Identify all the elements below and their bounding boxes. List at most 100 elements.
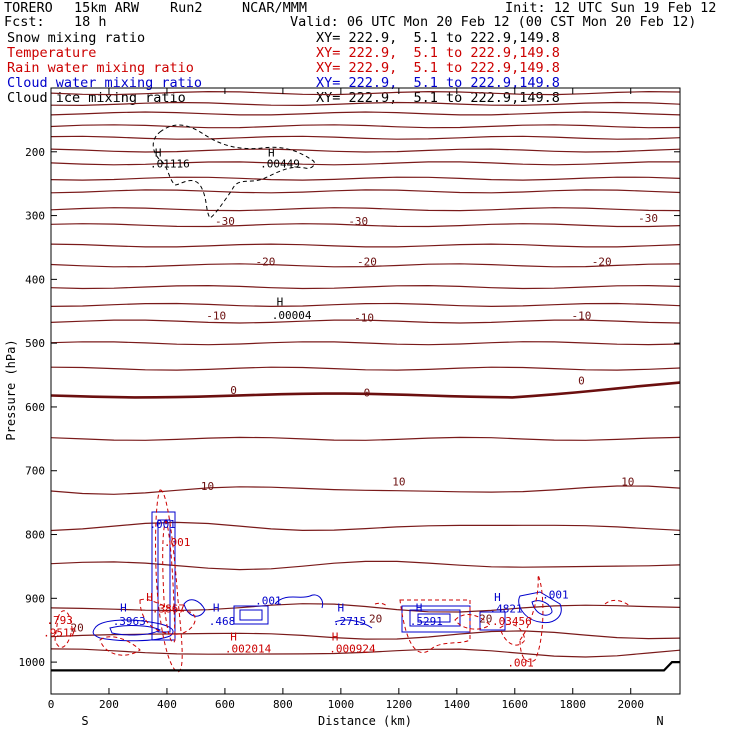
x-tick-label: 2000 — [617, 698, 644, 711]
maxima-labels: H HHHHHHHHHH.01116.00449.00004.001.001.00… — [43, 146, 568, 669]
x-axis: 0 200 400 600 800 1000 1200 1400 1600 1800 2000 — [48, 88, 644, 711]
north-label: N — [656, 714, 663, 728]
cloud-ice-contour — [152, 124, 315, 219]
legend-xy-rain: XY= 222.9, 5.1 to 222.9,149.8 — [316, 60, 560, 76]
rain-contour — [139, 598, 196, 635]
isotherm-label: -10 — [572, 310, 592, 323]
y-tick-label: 400 — [25, 273, 45, 286]
cloud-water-contour — [417, 613, 451, 623]
legend-name-rain: Rain water mixing ratio — [7, 60, 194, 76]
temperature-labels: -30 -30 -30 -20 -20 -20 -10 -10 -10 0 0 0 10 10 10 20 20… — [70, 212, 658, 635]
x-tick-label: 1800 — [560, 698, 587, 711]
isotherm-label: 0 — [364, 387, 371, 400]
cloud-water-contours — [92, 511, 562, 642]
maximum-value: .002014 — [225, 643, 272, 656]
cloud-ice-region — [152, 124, 315, 219]
isotherm-label: 20 — [479, 613, 492, 626]
x-axis-title: Distance (km) — [318, 714, 412, 728]
maximum-marker: H — [338, 602, 345, 615]
rain-contour — [155, 489, 183, 673]
rain-contour — [399, 599, 471, 653]
cloud-water-contour — [518, 591, 562, 624]
isotherm-label: 0 — [230, 384, 237, 397]
valid-time: Valid: 06 UTC Mon 20 Feb 12 (00 CST Mon … — [290, 14, 697, 30]
maximum-value: .000924 — [329, 643, 376, 656]
x-tick-label: 600 — [215, 698, 235, 711]
y-tick-label: 200 — [25, 146, 45, 159]
y-axis-title: Pressure (hPa) — [4, 339, 18, 440]
isotherm-line — [50, 223, 681, 228]
isotherm-line — [50, 521, 681, 532]
maximum-value: .2715 — [333, 615, 366, 628]
cloud-water-contour — [531, 600, 553, 616]
isotherm-line — [50, 111, 681, 116]
isotherm-line — [50, 302, 681, 308]
maximum-marker: H — [230, 630, 237, 643]
x-tick-label: 1400 — [444, 698, 471, 711]
maximum-value: .01116 — [150, 158, 190, 171]
init-time: Init: 12 UTC Sun 19 Feb 12 — [505, 0, 717, 16]
model-name: TORERO — [4, 0, 53, 16]
isotherm-label: 10 — [201, 480, 214, 493]
isotherm-line — [50, 319, 681, 324]
isotherm-line — [50, 630, 681, 640]
cloud-water-contour — [92, 619, 174, 642]
maximum-marker: H — [277, 296, 284, 309]
maximum-marker: H — [332, 630, 339, 643]
isotherm-line — [50, 207, 681, 212]
isotherm-label: 10 — [392, 475, 405, 488]
rain-contour — [454, 614, 491, 630]
cloud-water-contour — [239, 609, 263, 621]
rain-contour — [519, 574, 544, 663]
y-tick-label: 800 — [25, 529, 45, 542]
south-label: S — [81, 714, 88, 728]
rain-contour — [499, 623, 526, 646]
isotherm-label: 0 — [578, 375, 585, 388]
isotherm-line — [50, 341, 681, 346]
isotherm-line — [50, 243, 681, 248]
maximum-value: .4821 — [490, 602, 523, 615]
maximum-value: .468 — [209, 615, 236, 628]
maximum-marker: H — [213, 602, 220, 615]
cloud-water-contour — [479, 611, 506, 631]
legend-name-snow: Snow mixing ratio — [7, 30, 146, 46]
cloud-water-contour — [274, 594, 324, 609]
isotherm-label: -30 — [215, 215, 235, 228]
isotherm-label: 20 — [70, 621, 83, 634]
cloud-water-contour — [334, 619, 373, 629]
temperature-isotherms — [50, 90, 681, 658]
x-tick-label: 800 — [273, 698, 293, 711]
isotherm-line — [50, 603, 681, 613]
isotherm-line — [50, 90, 681, 96]
plot-border — [50, 87, 681, 695]
rain-contour — [604, 599, 631, 607]
maximum-marker: H — [268, 146, 275, 159]
forecast-label: Fcst: — [4, 14, 45, 30]
terrain-surface — [51, 661, 680, 672]
x-tick-label: 1600 — [502, 698, 529, 711]
isotherm-line — [50, 366, 681, 371]
cloud-water-contour — [109, 625, 162, 636]
isotherm-label: 20 — [369, 613, 382, 626]
run-name: Run2 — [170, 0, 203, 16]
maximum-marker: H — [416, 602, 423, 615]
isotherm-label: 10 — [621, 475, 634, 488]
isotherm-line — [50, 436, 681, 441]
maximum-value: .001 — [149, 518, 176, 531]
rain-water-contours — [54, 489, 631, 673]
maximum-value: .00449 — [260, 158, 300, 171]
isotherm-line — [50, 176, 681, 181]
y-tick-label: 900 — [25, 592, 45, 605]
freezing-level — [50, 381, 681, 399]
rain-contour — [54, 610, 73, 648]
isotherm-label: -20 — [256, 255, 276, 268]
model-resolution: 15km ARW — [74, 0, 140, 16]
maximum-marker: H — [120, 602, 127, 615]
maximum-marker: H — [146, 591, 153, 604]
maximum-value: .9517 — [43, 627, 76, 640]
legend-name-cloud-water: Cloud water mixing ratio — [7, 75, 203, 91]
maximum-value: .001 — [507, 657, 534, 670]
legend-xy-temperature: XY= 222.9, 5.1 to 222.9,149.8 — [316, 45, 560, 61]
maximum-value: .00004 — [272, 309, 312, 322]
